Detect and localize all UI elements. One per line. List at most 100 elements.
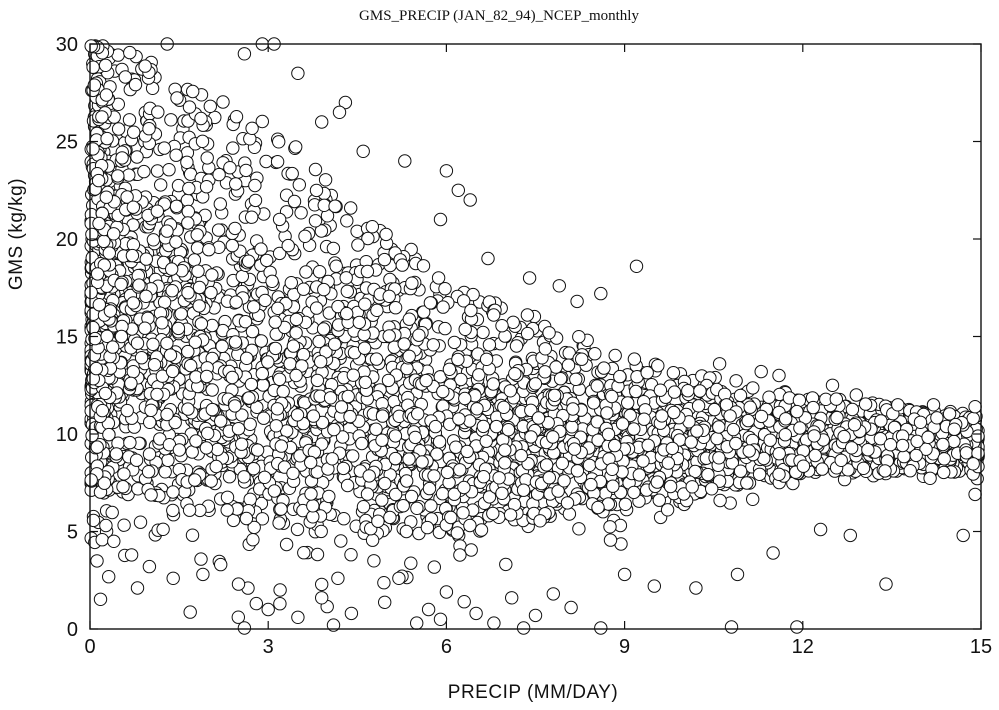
data-point [289,326,303,340]
data-point [937,452,951,466]
data-point [431,271,446,285]
data-point [495,486,509,500]
data-point [420,520,435,535]
data-point [255,114,269,129]
data-point [239,511,254,526]
data-point [688,464,702,479]
data-point [402,312,416,326]
data-point [289,312,304,327]
data-point [132,278,146,292]
data-point [361,231,375,246]
data-point [237,621,252,635]
data-point [99,88,114,102]
data-point [304,455,318,470]
data-point [272,135,286,149]
data-point [257,411,271,425]
data-point [629,259,644,273]
data-point [375,433,389,447]
data-point [388,429,403,443]
data-point [856,461,871,475]
data-point [641,438,655,452]
data-point [555,456,569,470]
data-point [793,421,807,435]
data-point [190,228,204,242]
data-point [505,591,519,605]
data-point [356,500,371,514]
data-point [241,254,256,268]
data-point [229,295,243,309]
data-point [273,597,287,611]
data-point [137,164,151,179]
data-point [726,422,741,437]
data-point [299,265,313,279]
data-point [125,248,140,263]
data-point [712,451,726,465]
data-point [231,610,246,624]
data-point [155,316,169,330]
data-point [847,418,862,432]
data-point [730,567,745,582]
data-point [144,403,158,417]
data-point [582,458,597,472]
data-point [187,253,202,267]
data-point [546,587,560,601]
data-point [228,221,242,236]
data-point [317,282,331,297]
data-point [122,113,137,127]
data-point [623,408,637,423]
data-point [195,134,210,149]
data-point [636,454,650,468]
data-point [240,351,254,365]
data-point [463,414,477,428]
data-point [274,502,288,516]
data-point [272,246,287,261]
data-point [410,616,424,630]
data-point [111,169,125,183]
data-point [153,432,167,446]
data-point [258,293,272,308]
data-point [570,294,584,309]
data-point [315,577,329,592]
data-point [202,243,216,257]
data-point [547,388,562,402]
data-point [239,163,253,178]
data-point [357,341,372,355]
data-point [487,308,501,322]
data-point [274,439,288,453]
data-point [474,523,489,537]
data-point [968,487,982,502]
data-point [142,559,157,574]
data-point [691,399,706,413]
data-point [752,467,767,481]
data-point [590,415,604,429]
data-point [92,216,106,231]
data-point [590,379,604,393]
data-point [185,528,200,542]
data-point [146,233,161,247]
data-point [150,164,165,178]
data-point [289,140,303,154]
data-point [228,399,242,413]
data-point [84,39,98,53]
data-point [143,415,157,429]
data-point [298,229,312,244]
data-point [130,581,145,595]
data-point [402,452,416,466]
data-point [733,388,748,403]
data-point [118,70,133,84]
data-point [182,503,197,517]
axis-ticks [89,43,982,630]
data-point [161,453,175,467]
data-point [116,480,130,494]
data-point [651,359,665,373]
data-point [463,193,477,207]
data-point [605,389,619,404]
data-point [531,411,546,425]
data-point [203,99,218,114]
data-point [334,400,349,414]
data-point [392,571,406,585]
data-point [460,444,474,459]
data-point [87,78,102,92]
data-point [248,193,263,208]
data-point [171,321,186,336]
